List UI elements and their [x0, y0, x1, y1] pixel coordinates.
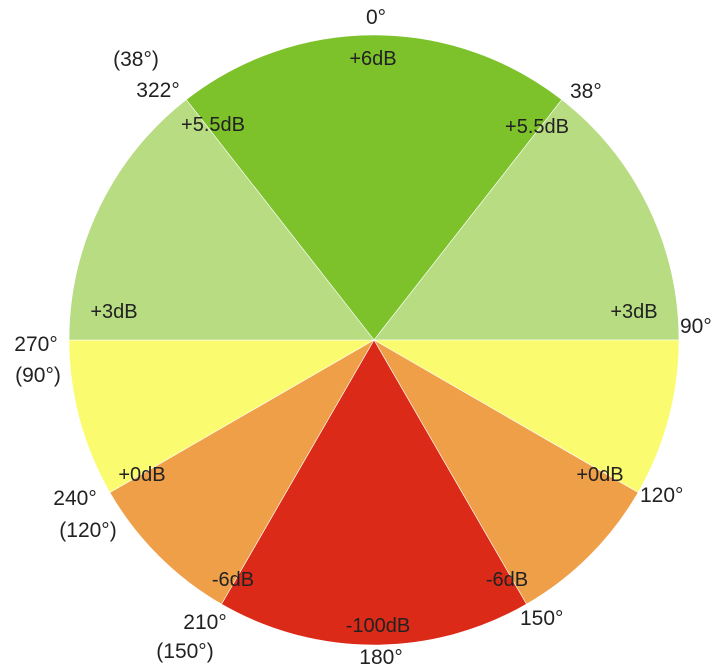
slice-322-38	[185, 34, 563, 341]
slice-240-270	[68, 339, 376, 493]
angle-label-210-alt: (150°)	[156, 640, 213, 663]
angle-label-240: 240°	[53, 487, 96, 510]
gain-label-upper-left: +5.5dB	[181, 114, 245, 136]
angle-label-180: 180°	[359, 646, 402, 669]
gain-label-left-0: +0dB	[118, 464, 165, 486]
gain-label-right-m6: -6dB	[486, 569, 528, 591]
slice-210-240	[109, 339, 375, 605]
slice-38-90	[373, 99, 680, 341]
angle-label-150: 150°	[520, 607, 563, 630]
gain-label-right-3: +3dB	[610, 301, 657, 323]
gain-label-bottom: -100dB	[346, 615, 411, 637]
angle-label-270-alt: (90°)	[15, 364, 61, 387]
angle-label-38: 38°	[570, 80, 602, 103]
angle-label-90: 90°	[680, 315, 712, 338]
slice-120-150	[373, 339, 639, 605]
angle-label-0: 0°	[366, 6, 386, 29]
angle-label-210: 210°	[183, 611, 226, 634]
angle-label-270: 270°	[14, 333, 57, 356]
slices-group	[68, 34, 680, 646]
gain-label-right-0: +0dB	[576, 464, 623, 486]
slice-270-322	[68, 99, 375, 341]
gain-label-upper-right: +5.5dB	[505, 116, 569, 138]
angle-label-240-alt: (120°)	[59, 519, 116, 542]
angle-label-120: 120°	[640, 484, 683, 507]
angle-label-322-alt: (38°)	[113, 48, 159, 71]
gain-label-left-m6: -6dB	[212, 569, 254, 591]
slice-150-210	[221, 339, 527, 646]
gain-label-top: +6dB	[349, 48, 396, 70]
angle-label-322: 322°	[136, 79, 179, 102]
slice-90-120	[372, 339, 680, 493]
gain-label-left-3: +3dB	[90, 301, 137, 323]
